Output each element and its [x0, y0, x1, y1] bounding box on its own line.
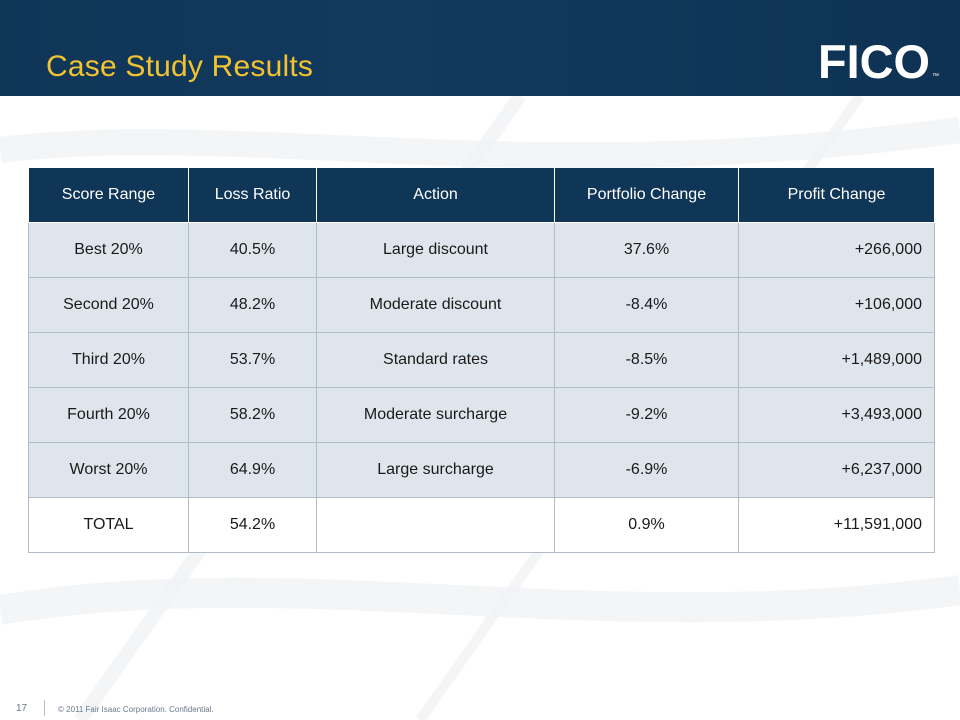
footer-divider: [44, 700, 45, 716]
action-cell: Moderate discount: [316, 277, 555, 333]
score-range-cell: Worst 20%: [28, 442, 189, 498]
page-number: 17: [16, 703, 28, 714]
trademark-mark: ™: [932, 73, 939, 80]
slide-header: [0, 0, 960, 96]
header-profit-change: Profit Change: [738, 168, 935, 223]
table-row: Worst 20% 64.9% Large surcharge -6.9% +6…: [28, 442, 935, 498]
loss-ratio-cell: 40.5%: [188, 222, 317, 278]
profit-change-cell: +1,489,000: [738, 332, 935, 388]
score-range-cell: Best 20%: [28, 222, 189, 278]
score-range-cell: Fourth 20%: [28, 387, 189, 443]
score-range-cell: Third 20%: [28, 332, 189, 388]
portfolio-change-cell: -6.9%: [554, 442, 739, 498]
action-cell: Large discount: [316, 222, 555, 278]
table-row: Best 20% 40.5% Large discount 37.6% +266…: [28, 222, 935, 278]
header-portfolio-change: Portfolio Change: [554, 168, 739, 223]
profit-change-cell: +106,000: [738, 277, 935, 333]
portfolio-change-cell: -8.4%: [554, 277, 739, 333]
table-row: Fourth 20% 58.2% Moderate surcharge -9.2…: [28, 387, 935, 443]
table-total-row: TOTAL 54.2% 0.9% +11,591,000: [28, 497, 935, 553]
copyright-notice: © 2011 Fair Isaac Corporation. Confident…: [58, 705, 214, 714]
fico-logo: FICO ™: [818, 38, 939, 84]
table-row: Second 20% 48.2% Moderate discount -8.4%…: [28, 277, 935, 333]
portfolio-change-cell: -9.2%: [554, 387, 739, 443]
loss-ratio-cell: 58.2%: [188, 387, 317, 443]
header-action: Action: [316, 168, 555, 223]
portfolio-change-cell: 0.9%: [554, 497, 739, 553]
results-table: Score Range Loss Ratio Action Portfolio …: [28, 168, 935, 553]
loss-ratio-cell: 54.2%: [188, 497, 317, 553]
profit-change-cell: +6,237,000: [738, 442, 935, 498]
table-row: Third 20% 53.7% Standard rates -8.5% +1,…: [28, 332, 935, 388]
action-cell: Moderate surcharge: [316, 387, 555, 443]
header-loss-ratio: Loss Ratio: [188, 168, 317, 223]
loss-ratio-cell: 53.7%: [188, 332, 317, 388]
score-range-cell: Second 20%: [28, 277, 189, 333]
header-score-range: Score Range: [28, 168, 189, 223]
score-range-cell: TOTAL: [28, 497, 189, 553]
slide-title: Case Study Results: [46, 50, 314, 83]
profit-change-cell: +11,591,000: [738, 497, 935, 553]
profit-change-cell: +3,493,000: [738, 387, 935, 443]
table-header-row: Score Range Loss Ratio Action Portfolio …: [28, 168, 935, 223]
profit-change-cell: +266,000: [738, 222, 935, 278]
fico-logo-text: FICO: [818, 38, 930, 84]
portfolio-change-cell: 37.6%: [554, 222, 739, 278]
action-cell: Large surcharge: [316, 442, 555, 498]
action-cell: Standard rates: [316, 332, 555, 388]
portfolio-change-cell: -8.5%: [554, 332, 739, 388]
loss-ratio-cell: 48.2%: [188, 277, 317, 333]
loss-ratio-cell: 64.9%: [188, 442, 317, 498]
action-cell: [316, 497, 555, 553]
